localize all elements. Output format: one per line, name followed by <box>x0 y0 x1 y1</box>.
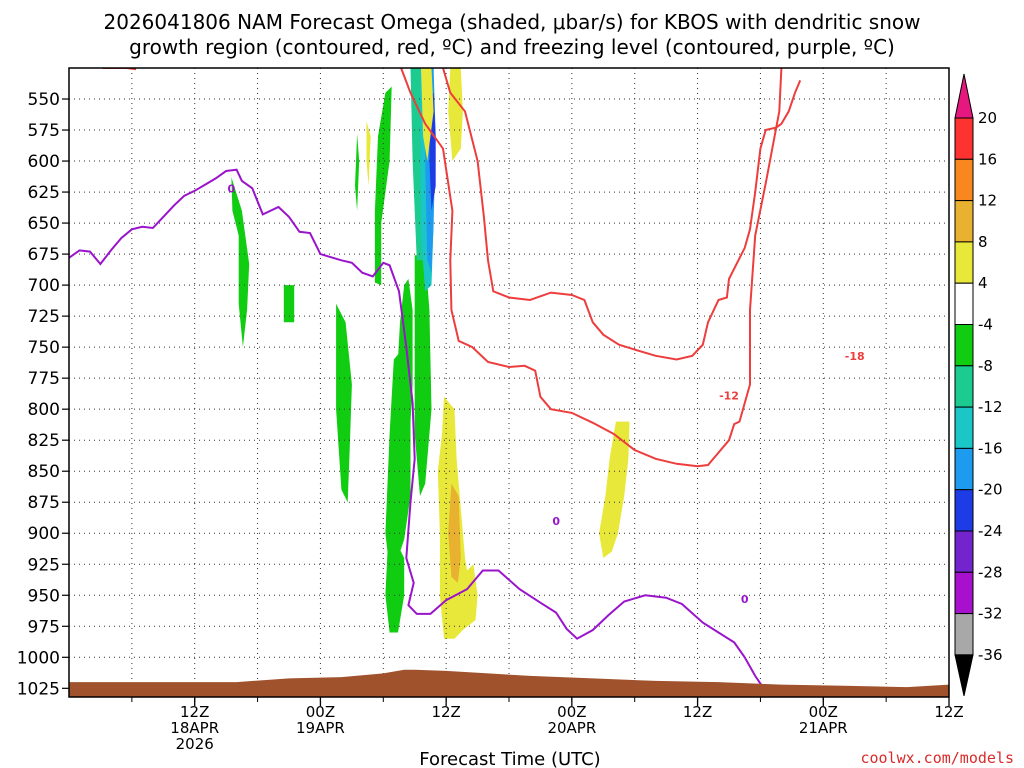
omega-field-5-2 <box>366 121 371 186</box>
colorbar-segment-1 <box>954 158 974 202</box>
colorbar-bottom-arrow <box>954 654 974 697</box>
colorbar-label-1: 16 <box>978 150 997 168</box>
chart-title: 2026041806 NAM Forecast Omega (shaded, μ… <box>104 10 921 59</box>
contour-label-2: 0 <box>741 593 749 606</box>
y-tick-label-850: 850 <box>28 462 60 482</box>
colorbar-label-12: -32 <box>978 605 1003 623</box>
x-tick-label-30-0: 00Z <box>306 703 335 721</box>
plot-area: 0 0 0 -12 -18 <box>68 67 950 698</box>
contour-label-0: 0 <box>228 182 236 195</box>
y-tick-label-775: 775 <box>28 369 60 389</box>
y-tick-label-575: 575 <box>28 121 60 141</box>
y-tick-label-875: 875 <box>28 493 60 513</box>
y-tick-label-925: 925 <box>28 555 60 575</box>
surface-terrain <box>69 669 949 697</box>
omega-field-0-2 <box>336 303 352 503</box>
colorbar-segment-6 <box>954 365 974 408</box>
y-tick-label-750: 750 <box>28 338 60 358</box>
omega-field-0-4 <box>374 86 392 286</box>
omega-field-5-0 <box>421 68 434 161</box>
y-tick-label-700: 700 <box>28 276 60 296</box>
colorbar-label-8: -16 <box>978 439 1003 457</box>
colorbar-segment-10 <box>954 530 974 573</box>
y-tick-label-1025: 1025 <box>17 679 60 699</box>
colorbar-segment-9 <box>954 489 974 532</box>
colorbar-segment-4 <box>954 282 974 326</box>
colorbar-label-0: 20 <box>978 109 997 127</box>
colorbar-label-2: 12 <box>978 192 997 210</box>
y-tick-label-825: 825 <box>28 431 60 451</box>
y-tick-label-800: 800 <box>28 400 60 420</box>
omega-field-5-1 <box>448 68 463 161</box>
colorbar-label-5: -4 <box>978 316 993 334</box>
colorbar-segment-11 <box>954 571 974 615</box>
contour-label-3: -12 <box>719 390 739 403</box>
credit-text: coolwx.com/models <box>860 749 1014 767</box>
gridlines <box>69 68 949 697</box>
y-tick-label-950: 950 <box>28 586 60 606</box>
colorbar-label-10: -24 <box>978 522 1003 540</box>
colorbar-segment-5 <box>954 324 974 367</box>
colorbar-top-arrow <box>954 73 974 119</box>
colorbar-label-11: -28 <box>978 563 1003 581</box>
omega-field-0-3 <box>355 133 360 211</box>
omega-field-5-4 <box>599 421 630 558</box>
omega-field-0-8 <box>414 255 432 496</box>
x-tick-label-90-0: 12Z <box>934 703 963 721</box>
x-tick-label-30-1: 19APR <box>296 719 345 737</box>
omega-field-0-0 <box>231 177 250 348</box>
x-tick-label-54-0: 00Z <box>557 703 586 721</box>
y-tick-label-900: 900 <box>28 524 60 544</box>
omega-field-0-7 <box>385 545 405 633</box>
colorbar-label-3: 8 <box>978 233 988 251</box>
colorbar-label-9: -20 <box>978 481 1003 499</box>
y-axis: 550 575 600 625 650 675 700 725 750 775 800 825 850 8… <box>17 90 69 699</box>
x-tick-label-54-1: 20APR <box>547 719 596 737</box>
colorbar-segment-2 <box>954 200 974 243</box>
plot-background <box>69 68 949 697</box>
isotherm-minus12-line <box>400 68 783 468</box>
isotherm-minus18-line <box>442 68 802 361</box>
contour-label-4: -18 <box>845 350 865 363</box>
x-axis-label: Forecast Time (UTC) <box>419 749 600 768</box>
title-line-1: 2026041806 NAM Forecast Omega (shaded, μ… <box>104 10 921 34</box>
contour-label-1: 0 <box>552 515 560 528</box>
x-tick-label-18-2: 2026 <box>176 735 214 753</box>
x-tick-label-42-0: 12Z <box>431 703 460 721</box>
title-line-2: growth region (contoured, red, ºC) and f… <box>129 35 895 59</box>
freezing-level-line <box>69 168 765 689</box>
colorbar-label-6: -8 <box>978 357 993 375</box>
colorbar: 20 16 12 8 4 -4 -8 -12 -16 -20 -24 -28 -32 -36 <box>954 73 1003 697</box>
x-tick-label-18-0: 12Z <box>180 703 209 721</box>
x-tick-label-78-1: 21APR <box>799 719 848 737</box>
colorbar-label-4: 4 <box>978 274 988 292</box>
colorbar-label-13: -36 <box>978 646 1003 664</box>
y-tick-label-550: 550 <box>28 90 60 110</box>
colorbar-segment-12 <box>954 613 974 656</box>
omega-field-0-1 <box>283 285 295 323</box>
x-tick-label-78-0: 00Z <box>809 703 838 721</box>
y-tick-label-725: 725 <box>28 307 60 327</box>
y-tick-label-625: 625 <box>28 183 60 203</box>
y-tick-label-650: 650 <box>28 214 60 234</box>
colorbar-segment-8 <box>954 447 974 491</box>
x-tick-label-18-1: 18APR <box>170 719 219 737</box>
colorbar-label-7: -12 <box>978 398 1003 416</box>
y-tick-label-975: 975 <box>28 617 60 637</box>
colorbar-segment-3 <box>954 241 974 284</box>
y-tick-label-1000: 1000 <box>17 648 60 668</box>
colorbar-segment-7 <box>954 406 974 449</box>
omega-field-0-6 <box>385 347 411 571</box>
y-tick-label-600: 600 <box>28 152 60 172</box>
y-tick-label-675: 675 <box>28 245 60 265</box>
colorbar-segment-0 <box>954 117 974 160</box>
plot-contents: 0 0 0 -12 -18 <box>69 68 949 697</box>
x-tick-label-66-0: 12Z <box>683 703 712 721</box>
